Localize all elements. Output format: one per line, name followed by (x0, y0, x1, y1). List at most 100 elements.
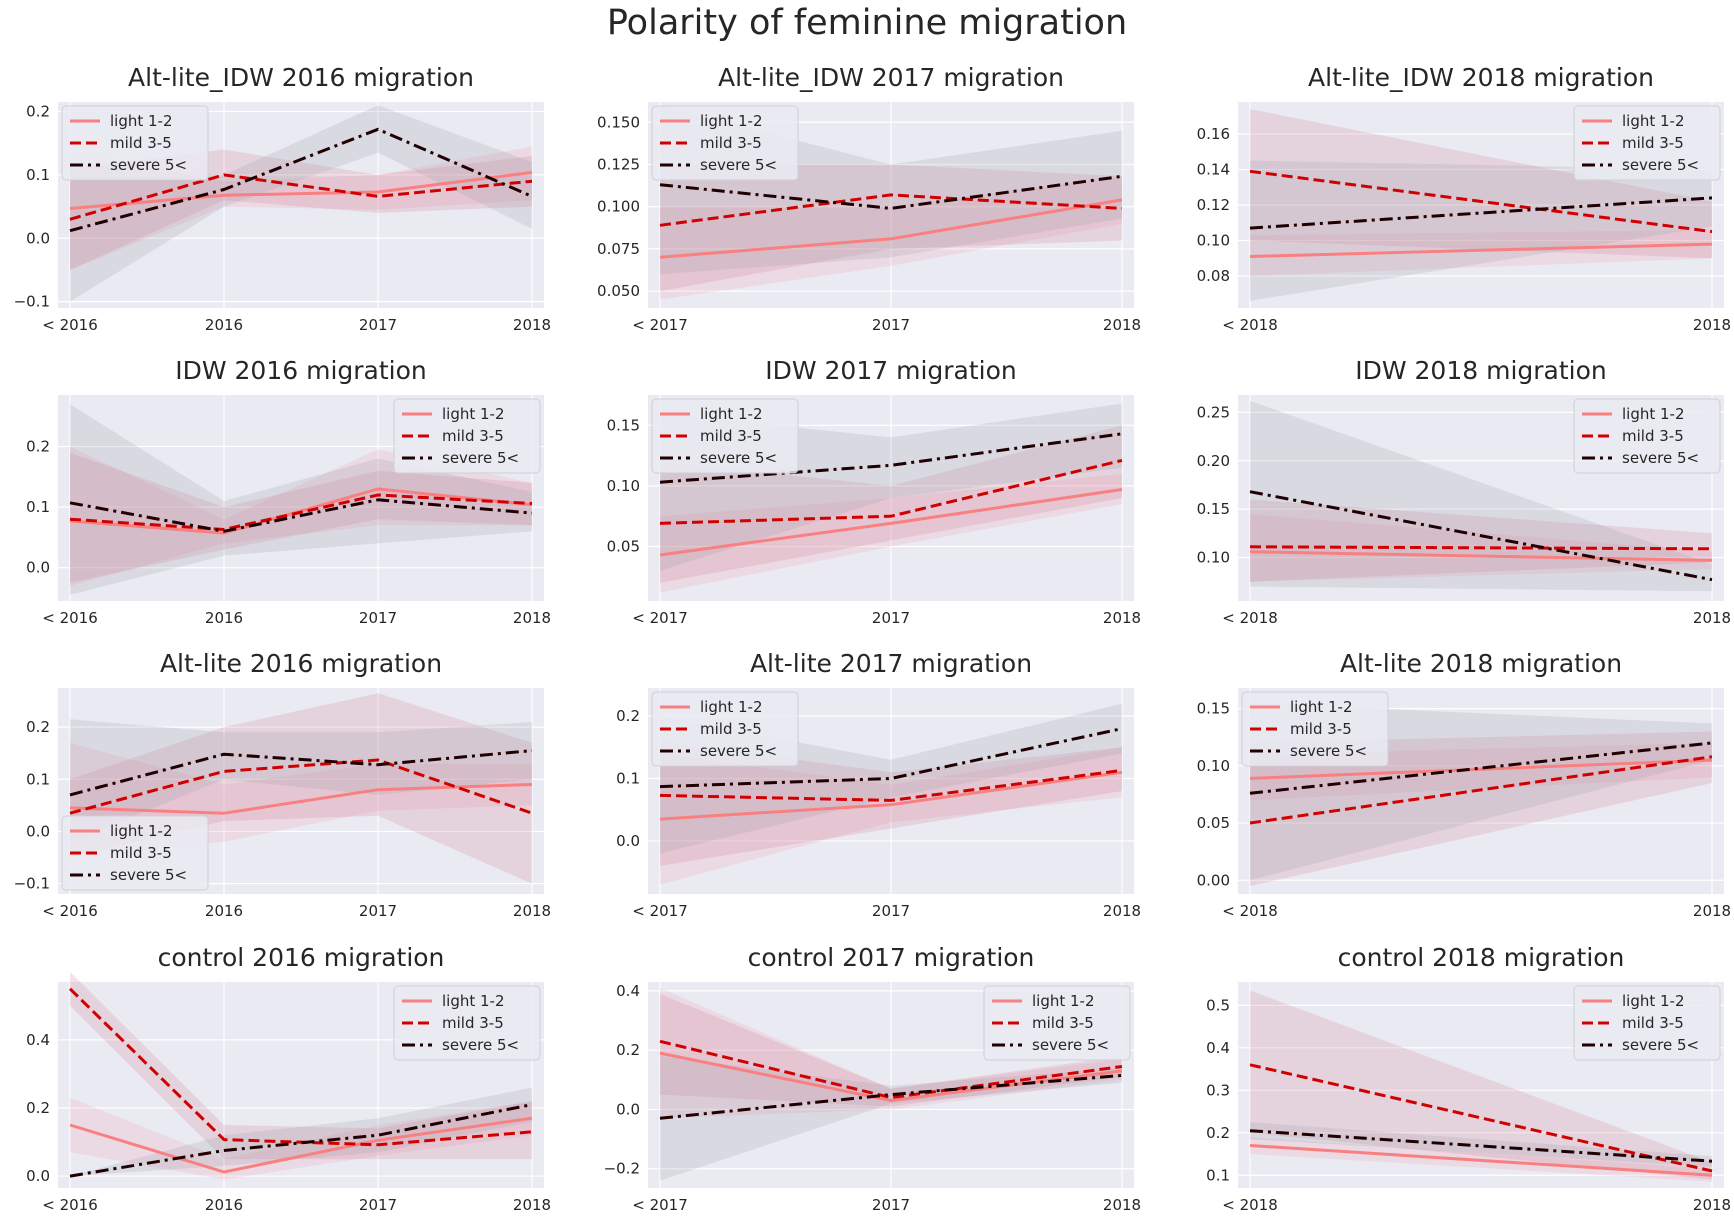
x-tick-label: 2018 (513, 609, 551, 627)
legend-label-severe: severe 5< (700, 742, 777, 760)
x-tick-label: < 2017 (632, 316, 688, 334)
legend-label-severe: severe 5< (1622, 1036, 1699, 1054)
series-line-severe (1249, 490, 1713, 582)
y-tick-label: 0.1 (26, 498, 50, 516)
x-tick-label: 2017 (872, 609, 910, 627)
subplot: 0.0 0.1 0.2 < 2016 2016 2017 2018 light 1-2 mild… (26, 356, 551, 627)
y-tick-label: 0.4 (616, 982, 640, 1000)
subplot: 0.08 0.10 0.12 0.14 0.16 < 2018 2018 light 1-2 m… (1197, 63, 1732, 334)
legend-label-severe: severe 5< (442, 1036, 519, 1054)
series-line-severe (69, 1103, 533, 1178)
y-tick-label: 0.16 (1197, 125, 1230, 143)
y-tick-label: 0.05 (607, 537, 640, 555)
x-tick-label: < 2018 (1222, 316, 1278, 334)
series-line-light (659, 198, 1123, 259)
legend-box (651, 691, 799, 767)
y-tick-label: 0.20 (1197, 452, 1230, 470)
subplot-title: Alt-lite_IDW 2017 migration (718, 63, 1064, 92)
x-tick-label: < 2016 (42, 902, 98, 920)
legend: light 1-2 mild 3-5 severe 5< (1573, 398, 1721, 474)
series-line-light (659, 488, 1123, 557)
x-tick-label: < 2018 (1222, 609, 1278, 627)
x-tick-label: 2017 (872, 316, 910, 334)
x-tick-label: < 2016 (42, 316, 98, 334)
y-tick-label: 0.050 (597, 282, 640, 300)
legend-label-light: light 1-2 (442, 992, 505, 1010)
legend-label-light: light 1-2 (110, 112, 173, 130)
legend: light 1-2 mild 3-5 severe 5< (651, 398, 799, 474)
subplot: −0.1 0.0 0.1 0.2 < 2016 2016 2017 2018 light 1-2… (14, 63, 552, 334)
y-tick-label: 0.10 (1197, 757, 1230, 775)
subplot-title: control 2016 migration (158, 943, 445, 972)
confidence-band-severe (70, 105, 532, 302)
series-line-severe (69, 749, 533, 797)
legend-label-light: light 1-2 (1622, 992, 1685, 1010)
y-tick-label: 0.0 (616, 832, 640, 850)
y-tick-label: 0.2 (616, 707, 640, 725)
y-tick-label: 0.125 (597, 155, 640, 173)
legend: light 1-2 mild 3-5 severe 5< (983, 985, 1131, 1061)
legend: light 1-2 mild 3-5 severe 5< (61, 815, 209, 891)
legend-label-mild: mild 3-5 (700, 720, 762, 738)
confidence-band-mild (1250, 990, 1712, 1180)
subplot: −0.1 0.0 0.1 0.2 < 2016 2016 2017 2018 light 1-2… (14, 649, 552, 920)
y-tick-label: 0.0 (26, 229, 50, 247)
confidence-band-severe (70, 404, 532, 595)
legend-label-severe: severe 5< (700, 156, 777, 174)
legend-label-light: light 1-2 (700, 405, 763, 423)
legend-label-severe: severe 5< (1032, 1036, 1109, 1054)
subplot: −0.2 0.0 0.2 0.4 < 2017 2017 2018 light 1-2 mild… (604, 943, 1142, 1214)
legend-label-mild: mild 3-5 (700, 134, 762, 152)
y-tick-label: 0.5 (1206, 996, 1230, 1014)
legend-label-light: light 1-2 (1622, 405, 1685, 423)
legend-box (61, 815, 209, 891)
confidence-band-mild (1250, 731, 1712, 886)
subplot-title: IDW 2017 migration (765, 356, 1017, 385)
x-tick-label: 2018 (513, 1196, 551, 1214)
x-tick-label: 2018 (1693, 609, 1731, 627)
x-tick-label: 2017 (359, 902, 397, 920)
legend-label-mild: mild 3-5 (442, 427, 504, 445)
confidence-band-light (1250, 229, 1712, 276)
series-line-light (1249, 758, 1713, 780)
legend-label-mild: mild 3-5 (1622, 427, 1684, 445)
y-tick-label: 0.08 (1197, 267, 1230, 285)
subplot-title: Alt-lite_IDW 2016 migration (128, 63, 474, 92)
y-tick-label: 0.2 (26, 438, 50, 456)
y-tick-label: 0.0 (26, 559, 50, 577)
x-tick-label: 2018 (1103, 1196, 1141, 1214)
legend-label-severe: severe 5< (1290, 742, 1367, 760)
confidence-band-severe (70, 719, 532, 842)
confidence-band-severe (1250, 400, 1712, 592)
y-tick-label: 0.00 (1197, 871, 1230, 889)
y-tick-label: 0.14 (1197, 160, 1230, 178)
y-tick-label: 0.1 (26, 166, 50, 184)
legend-label-severe: severe 5< (1622, 449, 1699, 467)
legend-label-severe: severe 5< (110, 156, 187, 174)
legend-box (1573, 985, 1721, 1061)
subplot-title: Alt-lite 2016 migration (160, 649, 442, 678)
series-line-mild (69, 493, 533, 531)
y-tick-label: −0.1 (14, 875, 50, 893)
legend-label-light: light 1-2 (110, 822, 173, 840)
x-tick-label: 2018 (1693, 902, 1731, 920)
subplot: 0.050 0.075 0.100 0.125 0.150 < 2017 2017 2018 l… (597, 63, 1141, 334)
x-tick-label: 2017 (872, 902, 910, 920)
legend-label-mild: mild 3-5 (1622, 1014, 1684, 1032)
confidence-band-mild (70, 693, 532, 884)
x-tick-label: 2018 (1693, 1196, 1731, 1214)
legend-label-light: light 1-2 (1032, 992, 1095, 1010)
legend-box (651, 105, 799, 181)
legend-label-light: light 1-2 (700, 698, 763, 716)
y-tick-label: 0.3 (1206, 1081, 1230, 1099)
series-line-severe (69, 127, 533, 233)
series-line-mild (68, 987, 533, 1147)
subplot: 0.00 0.05 0.10 0.15 < 2018 2018 light 1-2 mild … (1197, 649, 1732, 920)
subplot-title: control 2018 migration (1338, 943, 1625, 972)
series-line-light (659, 1051, 1123, 1103)
subplot: 0.1 0.2 0.3 0.4 0.5 < 2018 2018 light 1-2 mild 3… (1206, 943, 1731, 1214)
y-tick-label: 0.2 (26, 1099, 50, 1117)
legend-box (651, 398, 799, 474)
legend-label-light: light 1-2 (1290, 698, 1353, 716)
